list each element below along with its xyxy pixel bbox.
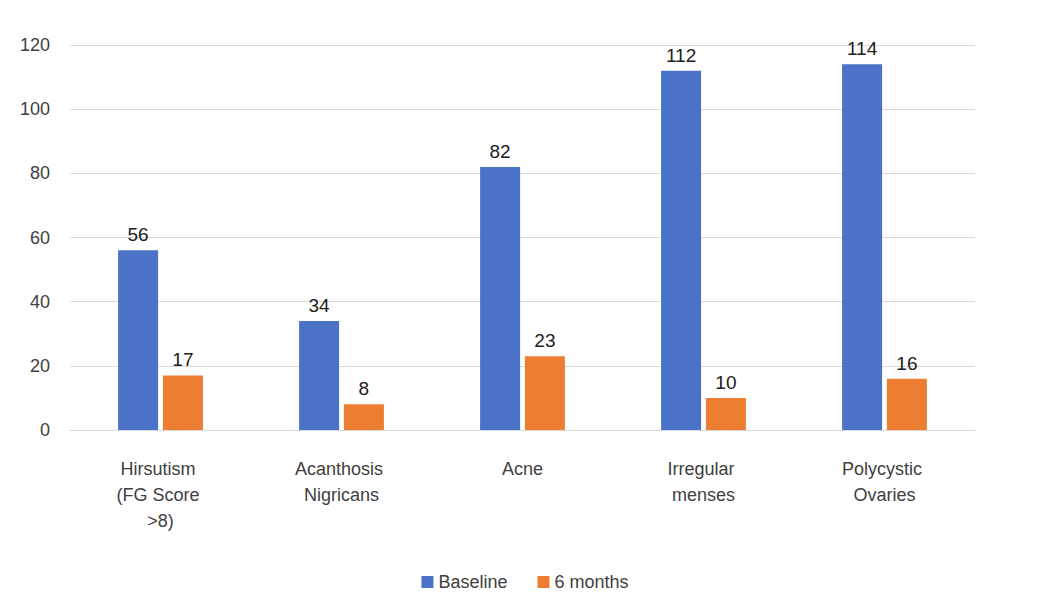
svg-text:menses: menses [672, 485, 735, 505]
svg-text:Irregular: Irregular [667, 459, 739, 479]
svg-text:Hirsutism: Hirsutism [121, 459, 201, 479]
svg-text:60: 60 [30, 228, 50, 248]
svg-text:6 months: 6 months [555, 572, 629, 592]
svg-text:20: 20 [30, 356, 50, 376]
svg-text:>8): >8) [147, 511, 174, 531]
svg-text:112: 112 [666, 45, 696, 66]
svg-text:17: 17 [172, 349, 193, 370]
svg-text:23: 23 [534, 330, 555, 351]
svg-text:114: 114 [847, 38, 878, 59]
svg-text:Nigricans: Nigricans [304, 485, 379, 505]
svg-text:56: 56 [128, 224, 149, 245]
svg-text:Ovaries: Ovaries [853, 485, 915, 505]
svg-text:(FG Score: (FG Score [116, 485, 204, 505]
svg-text:Acne: Acne [502, 459, 543, 479]
svg-text:16: 16 [896, 353, 917, 374]
svg-text:Acanthosis: Acanthosis [295, 459, 388, 479]
svg-text:0: 0 [40, 420, 50, 440]
svg-text:8: 8 [359, 378, 370, 399]
svg-text:40: 40 [30, 292, 50, 312]
svg-text:82: 82 [490, 141, 511, 162]
svg-text:80: 80 [30, 163, 50, 183]
svg-text:Baseline: Baseline [438, 572, 507, 592]
svg-text:34: 34 [309, 295, 331, 316]
svg-text:Polycystic: Polycystic [842, 459, 927, 479]
svg-text:10: 10 [715, 372, 736, 393]
svg-text:100: 100 [20, 99, 50, 119]
svg-text:120: 120 [20, 35, 50, 55]
